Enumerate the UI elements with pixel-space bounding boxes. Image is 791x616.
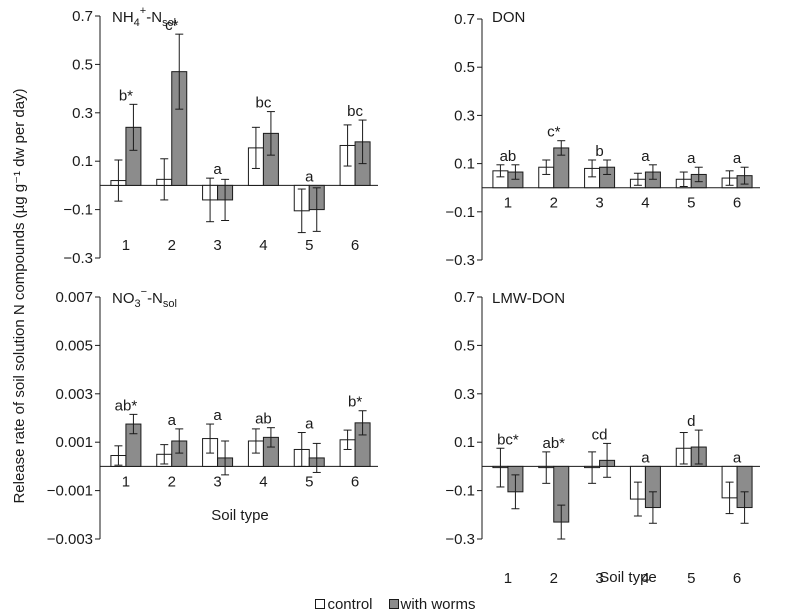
chart-panel: 0.007 0.005 0.003 0.001 −0.001 −0.003 NO3−-Nso… <box>47 286 378 548</box>
legend-swatch <box>315 599 326 609</box>
significance-label: bc* <box>497 431 519 448</box>
y-tick-label: 0.1 <box>454 156 475 173</box>
y-tick-label: 0.1 <box>72 153 93 170</box>
y-tick-label: 0.3 <box>72 105 93 122</box>
y-tick-label: 0.001 <box>55 434 93 451</box>
legend-item: with worms <box>388 595 476 613</box>
category-label: 3 <box>213 237 221 254</box>
significance-label: a <box>305 416 314 433</box>
significance-label: c* <box>165 17 179 34</box>
category-label: 4 <box>641 195 649 212</box>
category-label: 5 <box>305 237 313 254</box>
significance-label: a <box>687 150 696 167</box>
legend: control with worms <box>0 594 791 614</box>
y-tick-label: 0.1 <box>454 434 475 451</box>
y-tick-label: 0.5 <box>454 59 475 76</box>
chart-panel: 0.7 0.5 0.3 0.1 −0.1 −0.3 LMW-DON bc* 1 ab* 2 cd 3 a 4… <box>445 289 760 587</box>
panel-title: NH4+-Nsol <box>112 5 176 29</box>
legend-item: control <box>315 595 373 613</box>
y-tick-label: −0.001 <box>47 483 93 500</box>
x-axis-label: Soil type <box>599 569 657 586</box>
significance-label: a <box>213 161 222 178</box>
significance-label: ab <box>255 411 272 428</box>
category-label: 6 <box>351 473 359 490</box>
category-label: 4 <box>259 473 267 490</box>
category-label: 5 <box>305 473 313 490</box>
category-label: 1 <box>122 473 130 490</box>
category-label: 3 <box>595 195 603 212</box>
x-axis-label: Soil type <box>211 507 269 524</box>
y-tick-label: 0.007 <box>55 289 93 306</box>
category-label: 2 <box>168 237 176 254</box>
y-tick-label: −0.1 <box>445 483 475 500</box>
significance-label: ab <box>500 148 517 165</box>
category-label: 2 <box>550 570 558 587</box>
y-tick-label: −0.3 <box>445 252 475 269</box>
y-tick-label: 0.3 <box>454 386 475 403</box>
significance-label: cd <box>592 426 608 443</box>
significance-label: a <box>305 168 314 185</box>
y-tick-label: 0.5 <box>454 337 475 354</box>
y-tick-label: 0.5 <box>72 56 93 73</box>
chart-panel: 0.7 0.5 0.3 0.1 −0.1 −0.3 NH4+-Nsol b* 1 c* 2 a 3 bc 4… <box>63 5 378 267</box>
chart-panel: 0.7 0.5 0.3 0.1 −0.1 −0.3 DON ab 1 c* 2 b 3 a 4 a 5 a 6 <box>445 9 760 269</box>
legend-label: control <box>327 595 373 613</box>
y-tick-label: −0.3 <box>63 250 93 267</box>
category-label: 2 <box>168 473 176 490</box>
panel-title: LMW-DON <box>492 290 565 307</box>
category-label: 5 <box>687 195 695 212</box>
y-tick-label: 0.7 <box>454 11 475 28</box>
significance-label: c* <box>547 124 561 141</box>
y-tick-label: 0.003 <box>55 386 93 403</box>
significance-label: a <box>733 449 742 466</box>
category-label: 1 <box>504 195 512 212</box>
y-tick-label: −0.003 <box>47 531 93 548</box>
significance-label: bc <box>347 103 363 120</box>
category-label: 2 <box>550 195 558 212</box>
category-label: 6 <box>733 570 741 587</box>
significance-label: a <box>213 407 222 424</box>
chart-panels: 0.7 0.5 0.3 0.1 −0.1 −0.3 NH4+-Nsol b* 1 c* 2 a 3 bc 4… <box>47 5 760 587</box>
figure: Release rate of soil solution N compound… <box>11 5 760 587</box>
category-label: 6 <box>351 237 359 254</box>
y-tick-label: −0.1 <box>63 202 93 219</box>
significance-label: d <box>687 413 695 430</box>
significance-label: b <box>595 143 603 160</box>
category-label: 4 <box>641 570 649 587</box>
category-label: 3 <box>213 473 221 490</box>
significance-label: b* <box>119 87 133 104</box>
y-axis-label: Release rate of soil solution N compound… <box>11 88 28 503</box>
panel-title: NO3−-Nsol <box>112 286 177 310</box>
y-tick-label: −0.3 <box>445 531 475 548</box>
y-tick-label: 0.7 <box>72 8 93 25</box>
legend-swatch <box>388 599 399 609</box>
significance-label: a <box>733 150 742 167</box>
significance-label: a <box>641 449 650 466</box>
y-tick-label: −0.1 <box>445 204 475 221</box>
significance-label: bc <box>255 95 271 112</box>
category-label: 1 <box>122 237 130 254</box>
y-tick-label: 0.7 <box>454 289 475 306</box>
category-label: 4 <box>259 237 267 254</box>
panel-title: DON <box>492 9 525 26</box>
category-label: 1 <box>504 570 512 587</box>
legend-label: with worms <box>400 595 476 613</box>
significance-label: a <box>168 412 177 429</box>
category-label: 5 <box>687 570 695 587</box>
y-tick-label: 0.005 <box>55 337 93 354</box>
significance-label: b* <box>348 394 362 411</box>
significance-label: ab* <box>542 435 565 452</box>
significance-label: ab* <box>115 397 138 414</box>
y-tick-label: 0.3 <box>454 107 475 124</box>
significance-label: a <box>641 148 650 165</box>
category-label: 3 <box>595 570 603 587</box>
category-label: 6 <box>733 195 741 212</box>
